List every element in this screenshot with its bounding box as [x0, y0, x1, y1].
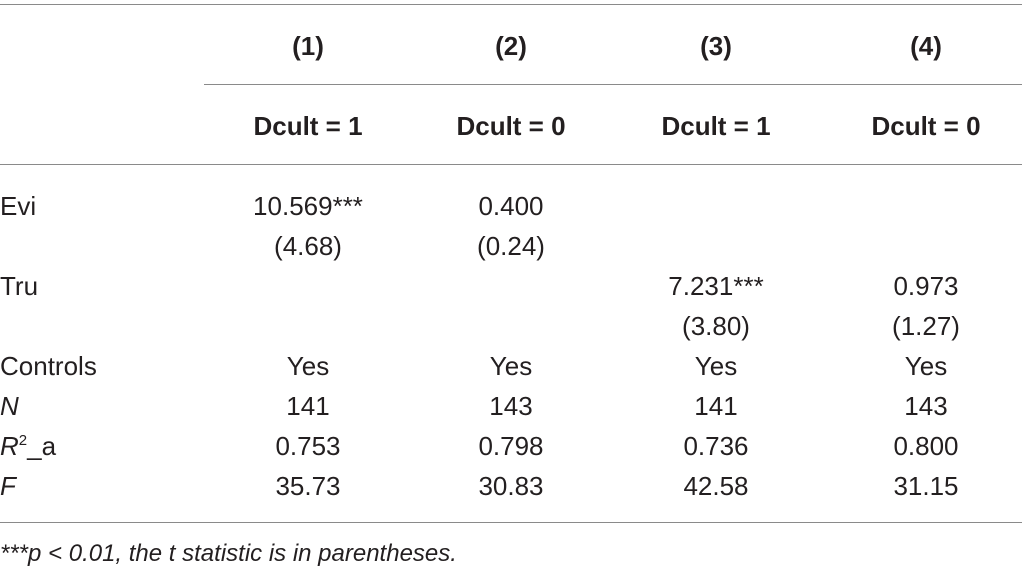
column-group-1: Dcult = 1: [253, 111, 363, 141]
n-col3: 141: [694, 391, 738, 421]
n-col2: 143: [489, 391, 533, 421]
r2a-label-suffix: _a: [27, 431, 57, 461]
tru-coef-col3: 7.231***: [668, 271, 764, 301]
row-label-r2a: R2_a: [0, 426, 56, 466]
f-col4: 31.15: [893, 471, 959, 501]
tru-coef-col1: [203, 266, 413, 306]
table-top-rule: [0, 4, 1022, 5]
tru-coef-col4: 0.973: [893, 271, 959, 301]
controls-col4: Yes: [904, 351, 948, 381]
controls-col2: Yes: [489, 351, 533, 381]
f-col2: 30.83: [478, 471, 544, 501]
row-label-f: F: [0, 471, 16, 501]
n-col4: 143: [904, 391, 948, 421]
tru-tstat-col2: [406, 306, 616, 346]
f-col1: 35.73: [275, 471, 341, 501]
header-bottom-rule: [0, 164, 1022, 165]
r2a-col4: 0.800: [893, 431, 959, 461]
r2a-col1: 0.753: [275, 431, 341, 461]
evi-coef-col4: [821, 186, 1022, 226]
evi-tstat-col2: (0.24): [477, 231, 545, 261]
controls-col3: Yes: [694, 351, 738, 381]
r2a-label-main: R: [0, 431, 19, 461]
row-label-tru: Tru: [0, 271, 39, 301]
header-sub-rule: [204, 84, 1022, 85]
column-group-2: Dcult = 0: [456, 111, 566, 141]
column-group-4: Dcult = 0: [871, 111, 981, 141]
tru-tstat-col3: (3.80): [682, 311, 750, 341]
column-number-1: (1): [292, 31, 324, 61]
evi-tstat-col1: (4.68): [274, 231, 342, 261]
n-col1: 141: [286, 391, 330, 421]
row-label-controls: Controls: [0, 351, 97, 381]
row-label-evi: Evi: [0, 191, 37, 221]
tru-tstat-col4: (1.27): [892, 311, 960, 341]
evi-tstat-col4: [821, 226, 1022, 266]
r2a-col3: 0.736: [683, 431, 749, 461]
table-footnote: ***p < 0.01, the t statistic is in paren…: [0, 540, 457, 567]
column-number-2: (2): [495, 31, 527, 61]
evi-coef-col1: 10.569***: [253, 191, 363, 221]
tru-coef-col2: [406, 266, 616, 306]
evi-coef-col3: [611, 186, 821, 226]
column-number-4: (4): [910, 31, 942, 61]
evi-coef-col2: 0.400: [478, 191, 544, 221]
column-group-3: Dcult = 1: [661, 111, 771, 141]
evi-tstat-col3: [611, 226, 821, 266]
tru-tstat-col1: [203, 306, 413, 346]
column-number-3: (3): [700, 31, 732, 61]
controls-col1: Yes: [286, 351, 330, 381]
f-col3: 42.58: [683, 471, 749, 501]
r2a-label-sup: 2: [18, 432, 28, 449]
row-label-n: N: [0, 391, 19, 421]
r2a-col2: 0.798: [478, 431, 544, 461]
table-bottom-rule: [0, 522, 1022, 523]
